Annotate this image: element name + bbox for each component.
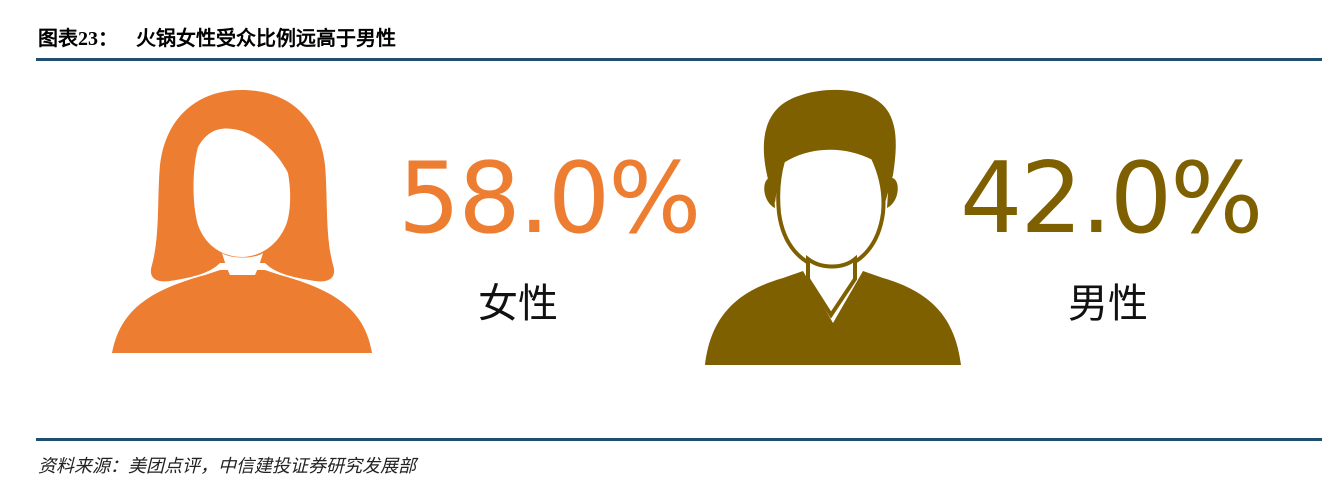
male-face	[776, 145, 886, 274]
figure-title-number: 23	[78, 28, 98, 50]
bottom-divider	[36, 438, 1322, 441]
male-label: 男性	[1068, 281, 1148, 327]
figure-title: 图表23： 火锅女性受众比例远高于男性	[38, 22, 396, 51]
figure-title-sep: ：	[98, 26, 118, 50]
female-label: 女性	[478, 281, 558, 327]
female-person-icon	[112, 90, 372, 353]
male-person-icon	[705, 89, 961, 365]
top-divider	[36, 58, 1322, 61]
figure-title-text: 火锅女性受众比例远高于男性	[136, 26, 396, 50]
female-percentage: 58.0%	[398, 142, 701, 256]
male-percentage: 42.0%	[960, 142, 1263, 256]
figure-title-prefix: 图表	[38, 26, 78, 50]
source-note: 资料来源：美团点评，中信建投证券研究发展部	[38, 456, 416, 477]
